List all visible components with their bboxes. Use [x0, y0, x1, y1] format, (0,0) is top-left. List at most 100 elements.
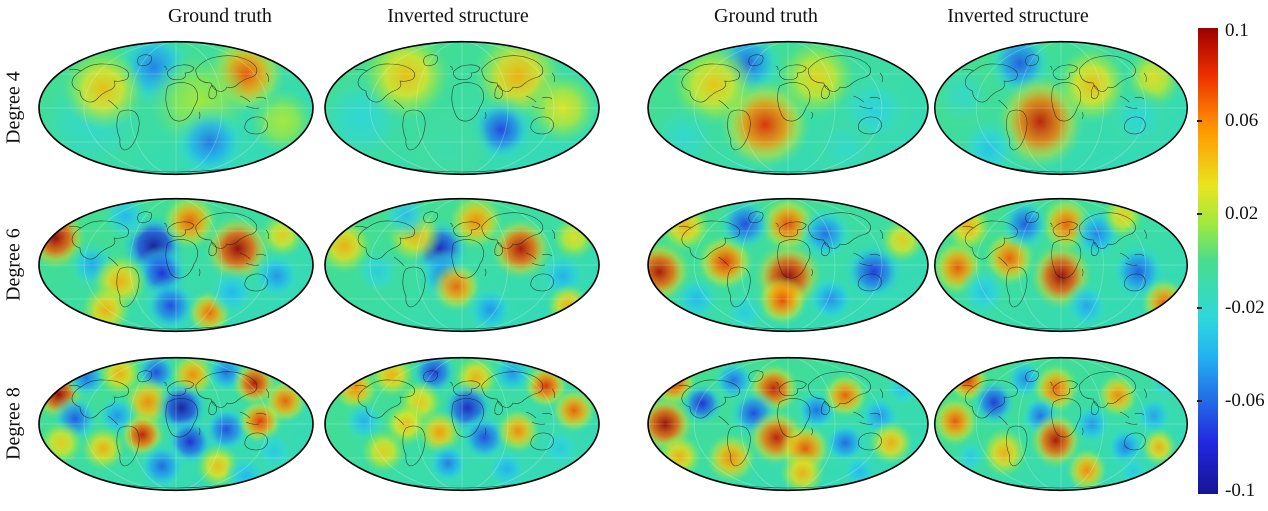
map-outline — [934, 356, 1188, 492]
anomaly-blob — [537, 426, 583, 471]
anomaly-blob — [526, 71, 599, 145]
anomaly-blob — [136, 441, 188, 491]
map-degree-6-inverted-structure-2 — [932, 197, 1190, 333]
graticule-lines — [648, 198, 928, 332]
mollweide-map-svg — [934, 356, 1188, 492]
anomaly-blob — [934, 396, 979, 447]
map-degree-4-inverted-structure-1 — [322, 40, 602, 176]
anomaly-blob — [934, 60, 994, 128]
map-outline — [647, 40, 929, 176]
anomaly-blob — [484, 446, 530, 491]
anomaly-blob — [1097, 373, 1139, 418]
anomaly-blob — [796, 205, 854, 262]
column-header-ground-truth-left: Ground truth — [168, 5, 272, 27]
anomaly-blob — [142, 277, 199, 332]
map-degree-8-ground-truth-2 — [645, 356, 931, 492]
anomaly-blob — [779, 450, 826, 491]
map-outline — [324, 356, 600, 492]
colorbar-tick-mark — [1197, 120, 1202, 123]
anomaly-blob — [722, 290, 768, 332]
anomaly-blob — [1140, 427, 1178, 467]
colorbar-tick-label: 0.06 — [1225, 110, 1259, 132]
coastlines — [678, 211, 883, 330]
anomaly-blob — [656, 434, 703, 479]
column-header-inverted-structure-right: Inverted structure — [947, 5, 1089, 27]
map-degree-4-inverted-structure-2 — [932, 40, 1190, 176]
colorbar-tick-label: -0.1 — [1225, 480, 1256, 501]
map-outline — [647, 356, 929, 492]
map-degree-4-ground-truth-2 — [645, 40, 931, 176]
anomaly-blob — [756, 275, 809, 326]
map-outline — [324, 197, 600, 333]
anomaly-blob — [352, 246, 404, 297]
mollweide-map-svg — [324, 356, 600, 492]
map-degree-4-ground-truth-1 — [36, 40, 316, 176]
graticule-lines — [934, 357, 1188, 491]
graticule-lines — [39, 41, 313, 175]
map-outline — [38, 356, 314, 492]
anomaly-blob — [659, 201, 711, 253]
coastlines — [962, 370, 1147, 489]
anomaly-blob — [805, 273, 857, 325]
anomaly-blob — [944, 201, 992, 253]
colorbar-tick-mark — [1197, 306, 1202, 309]
anomaly-blob — [162, 198, 218, 250]
anomaly-blob — [1030, 412, 1082, 469]
anomaly-blob — [80, 426, 126, 471]
mollweide-map-svg — [324, 197, 600, 333]
graticule-lines — [325, 41, 599, 175]
map-degree-6-inverted-structure-1 — [322, 197, 602, 333]
anomaly-blob — [490, 217, 552, 280]
mollweide-map-svg — [647, 197, 929, 333]
anomaly-blob — [551, 388, 597, 433]
anomaly-blob — [546, 283, 591, 329]
map-outline — [324, 40, 600, 176]
map-outline — [647, 197, 929, 333]
column-header-inverted-structure-left: Inverted structure — [387, 5, 529, 27]
anomaly-blob — [425, 441, 471, 486]
colorbar-tick-label: -0.06 — [1225, 389, 1265, 411]
anomaly-blob — [822, 373, 869, 418]
colorbar — [1198, 28, 1218, 494]
anomaly-blob — [868, 420, 914, 466]
map-degree-6-ground-truth-1 — [36, 197, 316, 333]
colorbar-tick-mark — [1197, 399, 1202, 402]
anomaly-blob — [206, 267, 258, 318]
graticule-lines — [325, 357, 599, 491]
mollweide-map-svg — [647, 40, 929, 176]
mollweide-map-svg — [934, 40, 1188, 176]
anomaly-blob — [1107, 85, 1170, 153]
coastlines — [962, 211, 1147, 330]
anomaly-blob — [551, 215, 597, 261]
anomaly-blob — [170, 102, 249, 175]
coastlines — [68, 54, 269, 173]
mollweide-map-svg — [38, 356, 314, 492]
anomaly-blob — [1133, 393, 1175, 439]
coastlines — [68, 370, 269, 489]
colorbar-tick-label: 0.1 — [1225, 20, 1249, 41]
graticule-lines — [39, 198, 313, 332]
map-outline — [934, 197, 1188, 333]
coastlines — [68, 211, 269, 330]
anomaly-blob — [403, 104, 493, 175]
anomaly-blob — [999, 198, 1051, 253]
anomaly-blob — [1066, 447, 1108, 491]
colorbar-tick-label: -0.02 — [1225, 296, 1265, 318]
colorbar-tick-label: 0.02 — [1225, 203, 1259, 225]
map-degree-8-ground-truth-1 — [36, 356, 316, 492]
map-outline — [38, 40, 314, 176]
coastlines — [354, 370, 555, 489]
anomaly-blob — [61, 47, 146, 131]
coastlines — [678, 370, 883, 489]
anomaly-blob — [970, 377, 1018, 428]
mollweide-map-svg — [647, 356, 929, 492]
graticule-lines — [648, 41, 928, 175]
anomaly-blob — [361, 428, 406, 474]
anomaly-blob — [1071, 401, 1113, 447]
column-header-ground-truth-right: Ground truth — [714, 5, 818, 27]
anomaly-blob — [679, 381, 726, 426]
anomaly-blob — [1063, 280, 1111, 331]
graticule-lines — [934, 198, 1188, 332]
map-outline — [934, 40, 1188, 176]
